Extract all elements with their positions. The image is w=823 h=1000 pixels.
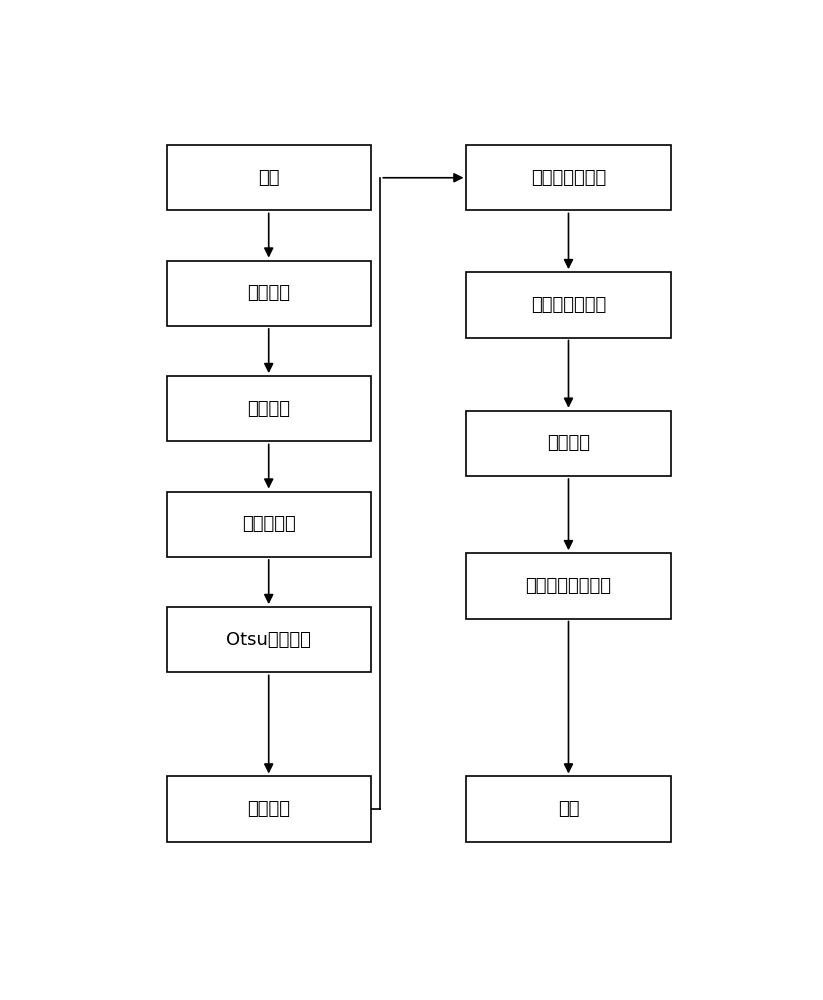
Bar — [467, 776, 671, 842]
Text: 判断砂轮磨损情况: 判断砂轮磨损情况 — [526, 577, 611, 595]
Bar — [467, 411, 671, 476]
Text: 相机标定: 相机标定 — [247, 284, 291, 302]
Text: 曲线拟合: 曲线拟合 — [547, 434, 590, 452]
Text: 开始: 开始 — [258, 169, 280, 187]
Bar — [166, 776, 371, 842]
Bar — [166, 492, 371, 557]
Bar — [166, 261, 371, 326]
Bar — [166, 376, 371, 441]
Bar — [467, 553, 671, 619]
Bar — [467, 272, 671, 338]
Text: 滤波去噪: 滤波去噪 — [247, 800, 291, 818]
Text: Otsu阈值分割: Otsu阈值分割 — [226, 631, 311, 649]
Bar — [166, 607, 371, 672]
Bar — [467, 145, 671, 210]
Text: 图像灰度化: 图像灰度化 — [242, 515, 295, 533]
Bar — [166, 145, 371, 210]
Text: 确定感兴趣区域: 确定感兴趣区域 — [531, 296, 606, 314]
Text: 亚像素边缘检测: 亚像素边缘检测 — [531, 169, 606, 187]
Text: 图像采集: 图像采集 — [247, 400, 291, 418]
Text: 结束: 结束 — [558, 800, 579, 818]
